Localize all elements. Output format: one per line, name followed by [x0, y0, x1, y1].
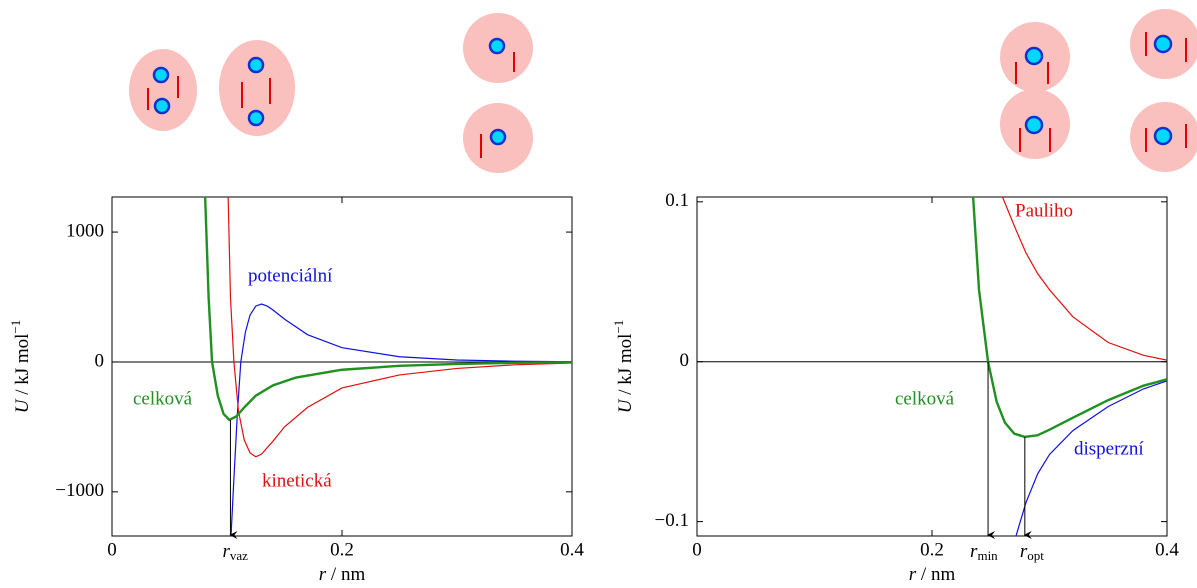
marker-subscript: opt: [1027, 548, 1044, 563]
y-label-unit: / kJ mol: [12, 334, 33, 400]
x-tick-label: 0.2: [330, 539, 354, 560]
y-tick-label: −1000: [55, 480, 104, 501]
marker-label: ropt: [1020, 541, 1044, 563]
x-label-unit: / nm: [916, 564, 955, 585]
series-label: disperzní: [1074, 438, 1144, 459]
x-label-var: r: [319, 564, 327, 585]
marker-label: rmin: [970, 541, 998, 563]
series-line: [230, 303, 572, 536]
x-axis-label: r / nm: [319, 564, 366, 585]
y-tick-label: −0.1: [655, 510, 689, 531]
series-label: celková: [133, 388, 193, 409]
y-label-sup: −1: [611, 320, 626, 334]
series-line: [227, 197, 572, 458]
x-tick-label: 0.4: [1155, 539, 1179, 560]
y-label-var: U: [12, 398, 33, 413]
plot-frame: [696, 196, 1168, 537]
series-label: kinetická: [262, 470, 332, 491]
series-label: Pauliho: [1015, 200, 1073, 221]
x-tick-label: 0: [692, 539, 702, 560]
marker-subscript: vaz: [230, 548, 248, 563]
series-label: potenciální: [248, 265, 333, 286]
y-tick-label: 1000: [66, 220, 104, 241]
x-tick-label: 0.2: [920, 539, 944, 560]
x-label-unit: / nm: [326, 564, 365, 585]
x-tick-label: 0.4: [560, 539, 584, 560]
y-label-unit: / kJ mol: [615, 334, 636, 400]
x-tick-label: 0: [107, 539, 117, 560]
series-label: celková: [895, 388, 955, 409]
atom-illustrations: [129, 9, 1197, 173]
marker-label: rvaz: [222, 541, 248, 563]
marker-symbol: r: [970, 541, 978, 562]
y-label-sup: −1: [8, 320, 23, 334]
y-tick-label: 0: [680, 350, 690, 371]
y-axis-label: U / kJ mol−1: [611, 320, 636, 414]
marker-symbol: r: [1020, 541, 1028, 562]
series-line: [1015, 380, 1167, 536]
series-line: [203, 197, 572, 422]
marker-subscript: min: [977, 548, 998, 563]
y-tick-label: 0.1: [665, 190, 689, 211]
series-line: [971, 197, 1167, 439]
y-tick-label: 0: [95, 350, 105, 371]
marker-symbol: r: [222, 541, 230, 562]
plot-frame: [111, 196, 573, 537]
series-line: [1001, 197, 1167, 361]
y-label-var: U: [615, 398, 636, 413]
x-label-var: r: [909, 564, 917, 585]
x-axis-label: r / nm: [909, 564, 956, 585]
y-axis-label: U / kJ mol−1: [8, 320, 33, 414]
